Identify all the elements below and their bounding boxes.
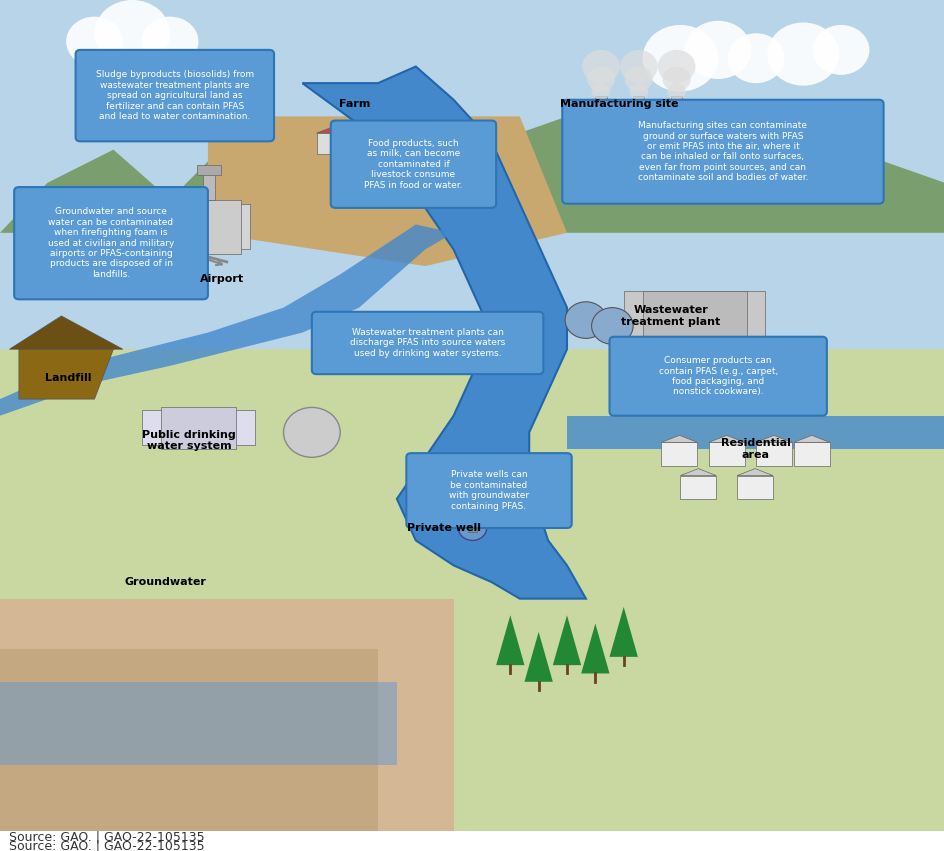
Text: Wastewater treatment plants can
discharge PFAS into source waters
used by drinki: Wastewater treatment plants can discharg… xyxy=(349,328,505,358)
Text: Landfill: Landfill xyxy=(44,374,92,383)
Text: Residential
area: Residential area xyxy=(720,438,790,460)
Bar xyxy=(680,476,716,499)
Circle shape xyxy=(624,66,652,91)
FancyBboxPatch shape xyxy=(609,337,826,416)
Circle shape xyxy=(629,83,648,100)
Bar xyxy=(632,95,644,129)
Polygon shape xyxy=(0,349,944,831)
Circle shape xyxy=(142,17,198,66)
Polygon shape xyxy=(609,607,637,657)
Polygon shape xyxy=(680,469,716,476)
FancyBboxPatch shape xyxy=(76,50,274,141)
Text: Sludge byproducts (biosolids) from
wastewater treatment plants are
spread on agr: Sludge byproducts (biosolids) from waste… xyxy=(95,71,254,121)
Circle shape xyxy=(582,50,619,83)
Bar xyxy=(566,129,680,163)
PathPatch shape xyxy=(302,66,585,598)
Bar xyxy=(566,121,689,170)
Polygon shape xyxy=(9,316,123,349)
Text: Farm: Farm xyxy=(338,99,370,109)
Circle shape xyxy=(586,66,615,91)
Bar xyxy=(661,443,697,465)
Bar xyxy=(335,151,387,166)
Bar xyxy=(642,291,746,341)
FancyBboxPatch shape xyxy=(406,453,571,528)
Polygon shape xyxy=(335,147,387,151)
Text: Manufacturing sites can contaminate
ground or surface waters with PFAS
or emit P: Manufacturing sites can contaminate grou… xyxy=(637,121,807,182)
Polygon shape xyxy=(736,469,772,476)
Bar xyxy=(467,507,477,532)
Polygon shape xyxy=(208,117,566,266)
Bar xyxy=(160,408,236,449)
Circle shape xyxy=(565,302,606,339)
Text: Airport: Airport xyxy=(200,273,244,283)
PathPatch shape xyxy=(566,416,944,449)
Bar xyxy=(196,164,221,174)
Text: Source: GAO. | GAO-22-105135: Source: GAO. | GAO-22-105135 xyxy=(9,840,205,851)
Circle shape xyxy=(458,516,486,540)
Polygon shape xyxy=(708,436,744,443)
FancyBboxPatch shape xyxy=(312,311,543,374)
Polygon shape xyxy=(552,615,581,665)
Polygon shape xyxy=(19,349,113,399)
Text: Groundwater and source
water can be contaminated
when firefighting foam is
used : Groundwater and source water can be cont… xyxy=(48,208,174,279)
Circle shape xyxy=(591,307,632,344)
Bar xyxy=(316,133,349,154)
Text: Source: GAO. | GAO-22-105135: Source: GAO. | GAO-22-105135 xyxy=(9,831,205,844)
Bar xyxy=(670,95,682,129)
Polygon shape xyxy=(0,117,944,233)
Polygon shape xyxy=(0,0,944,374)
Polygon shape xyxy=(496,615,524,665)
Bar xyxy=(142,410,255,445)
Polygon shape xyxy=(0,648,378,831)
FancyBboxPatch shape xyxy=(562,100,883,203)
Polygon shape xyxy=(793,436,829,443)
Circle shape xyxy=(376,140,398,160)
PathPatch shape xyxy=(0,225,453,416)
Circle shape xyxy=(591,83,610,100)
Circle shape xyxy=(283,408,340,457)
Polygon shape xyxy=(354,132,378,137)
Bar xyxy=(755,443,791,465)
Text: Manufacturing site: Manufacturing site xyxy=(559,99,678,109)
Circle shape xyxy=(812,25,868,75)
Text: Wastewater
treatment plant: Wastewater treatment plant xyxy=(620,306,720,327)
Bar xyxy=(793,443,829,465)
Bar xyxy=(595,95,606,129)
Polygon shape xyxy=(661,436,697,443)
FancyBboxPatch shape xyxy=(330,121,496,208)
Bar xyxy=(354,137,378,154)
Text: Consumer products can
contain PFAS (e.g., carpet,
food packaging, and
nonstick c: Consumer products can contain PFAS (e.g.… xyxy=(658,356,777,397)
Text: Public drinking
water system: Public drinking water system xyxy=(142,430,236,452)
Bar xyxy=(736,476,772,499)
Text: Private well: Private well xyxy=(407,523,480,533)
FancyBboxPatch shape xyxy=(14,187,208,300)
Circle shape xyxy=(662,66,690,91)
Circle shape xyxy=(727,33,784,83)
Polygon shape xyxy=(316,127,349,133)
Circle shape xyxy=(666,83,685,100)
Polygon shape xyxy=(524,632,552,682)
Bar xyxy=(708,443,744,465)
Bar xyxy=(203,170,214,199)
Polygon shape xyxy=(581,624,609,673)
Polygon shape xyxy=(0,682,396,765)
Bar xyxy=(623,291,765,337)
Text: Groundwater: Groundwater xyxy=(125,577,206,587)
Polygon shape xyxy=(755,436,791,443)
Text: Food products, such
as milk, can become
contaminated if
livestock consume
PFAS i: Food products, such as milk, can become … xyxy=(363,139,463,190)
Circle shape xyxy=(94,0,170,66)
Bar xyxy=(585,125,661,166)
Circle shape xyxy=(684,20,750,79)
Text: Private wells can
be contaminated
with groundwater
containing PFAS.: Private wells can be contaminated with g… xyxy=(448,471,529,511)
Circle shape xyxy=(657,50,695,83)
Circle shape xyxy=(767,22,838,86)
Polygon shape xyxy=(0,598,453,831)
Circle shape xyxy=(642,25,717,91)
Bar xyxy=(165,203,250,249)
Bar xyxy=(175,199,241,254)
Circle shape xyxy=(66,17,123,66)
Circle shape xyxy=(619,50,657,83)
